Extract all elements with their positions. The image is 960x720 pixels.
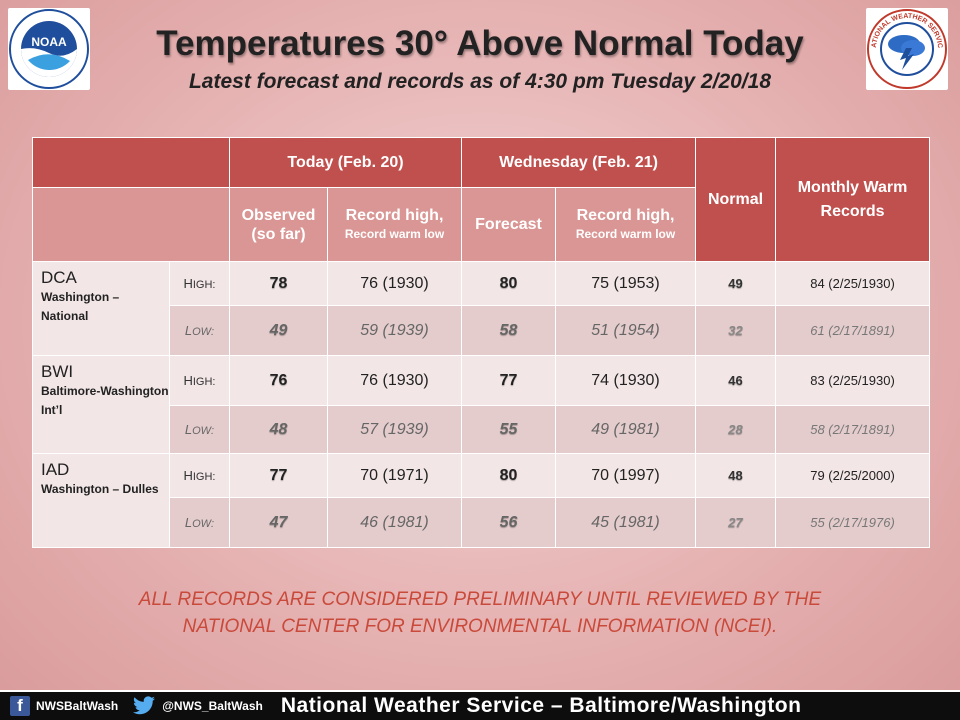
forecast-value: 58 [461, 305, 557, 356]
record-wednesday-value: 51 (1954) [555, 305, 697, 356]
normal-value: 48 [695, 453, 777, 498]
site-code: DCA [41, 268, 77, 287]
table-row: IAD Washington – Dulles HIGH: 77 70 (197… [32, 453, 931, 548]
forecast-value: 80 [461, 261, 557, 306]
monthly-record-value: 55 (2/17/1976) [775, 497, 931, 548]
normal-value: 46 [695, 355, 777, 406]
header-row-sub: Observed (so far) Record high, Record wa… [32, 187, 930, 262]
forecast-value: 56 [461, 497, 557, 548]
preliminary-note: ALL RECORDS ARE CONSIDERED PRELIMINARY U… [80, 586, 880, 640]
record-today-value: 46 (1981) [326, 497, 463, 548]
monthly-record-value: 79 (2/25/2000) [775, 453, 931, 498]
row-label-low: LOW: [169, 497, 230, 548]
record-today-value: 70 (1971) [326, 453, 463, 498]
record-wednesday-value: 70 (1997) [555, 453, 697, 498]
twitter-icon[interactable] [132, 696, 156, 716]
row-label-high: HIGH: [169, 355, 230, 406]
table-row: DCA Washington – National HIGH: 78 76 (1… [32, 261, 931, 356]
subheader-record-warm-low-today: Record warm low [344, 226, 445, 241]
header-blank-cell [32, 137, 230, 188]
normal-value: 28 [695, 405, 777, 454]
table-row: LOW: 47 46 (1981) 56 45 (1981) 27 55 (2/… [33, 497, 931, 548]
record-wednesday-value: 49 (1981) [555, 405, 697, 454]
monthly-record-value: 84 (2/25/1930) [775, 261, 931, 306]
subheader-observed: Observed (so far) [229, 187, 328, 262]
subheader-record-today: Record high, Record warm low [326, 187, 463, 262]
page-title: Temperatures 30° Above Normal Today [156, 24, 804, 63]
preliminary-note-line-2: NATIONAL CENTER FOR ENVIRONMENTAL INFORM… [182, 616, 778, 637]
subheader-record-wednesday: Record high, Record warm low [555, 187, 697, 262]
record-wednesday-value: 45 (1981) [555, 497, 697, 548]
site-cell-iad: IAD Washington – Dulles [32, 453, 170, 548]
subheader-record-high-today: Record high, [345, 206, 444, 224]
nws-logo: NATIONAL WEATHER SERVICE [866, 8, 948, 90]
header-wednesday: Wednesday (Feb. 21) [461, 137, 697, 188]
forecast-value: 77 [461, 355, 557, 406]
footer-bar: f NWSBaltWash @NWS_BaltWash National Wea… [0, 690, 960, 720]
forecast-value: 80 [461, 453, 557, 498]
twitter-handle[interactable]: @NWS_BaltWash [162, 699, 263, 713]
monthly-record-value: 61 (2/17/1891) [775, 305, 931, 356]
site-cell-bwi: BWI Baltimore-Washington Int’l [32, 355, 170, 454]
forecast-value: 55 [461, 405, 557, 454]
noaa-logo-text: NOAA [31, 35, 67, 49]
observed-value: 48 [229, 405, 328, 454]
monthly-record-value: 83 (2/25/1930) [775, 355, 931, 406]
page-subtitle: Latest forecast and records as of 4:30 p… [188, 70, 772, 93]
noaa-logo: NOAA [8, 8, 90, 90]
normal-value: 32 [695, 305, 777, 356]
observed-value: 78 [229, 261, 328, 306]
subheader-record-high-wednesday: Record high, [576, 206, 675, 224]
record-today-value: 76 (1930) [326, 261, 463, 306]
row-label-high: HIGH: [169, 261, 230, 306]
records-table: Today (Feb. 20) Wednesday (Feb. 21) Norm… [32, 137, 931, 548]
normal-value: 49 [695, 261, 777, 306]
site-name: Washington – Dulles [41, 482, 159, 496]
site-code: IAD [41, 460, 70, 479]
header-monthly: Monthly Warm Records [775, 137, 931, 262]
preliminary-note-line-1: ALL RECORDS ARE CONSIDERED PRELIMINARY U… [138, 589, 822, 610]
header-today: Today (Feb. 20) [228, 137, 463, 188]
normal-value: 27 [695, 497, 777, 548]
record-wednesday-value: 74 (1930) [555, 355, 697, 406]
row-label-low: LOW: [169, 305, 230, 356]
monthly-record-value: 58 (2/17/1891) [775, 405, 931, 454]
record-today-value: 59 (1939) [326, 305, 463, 356]
facebook-handle[interactable]: NWSBaltWash [36, 699, 119, 713]
observed-value: 47 [229, 497, 328, 548]
site-cell-dca: DCA Washington – National [32, 261, 170, 356]
observed-value: 76 [229, 355, 328, 406]
facebook-icon[interactable]: f [10, 696, 30, 716]
record-wednesday-value: 75 (1953) [555, 261, 697, 306]
header-normal: Normal [695, 137, 777, 262]
record-today-value: 57 (1939) [326, 405, 463, 454]
subheader-forecast: Forecast [461, 187, 557, 262]
row-label-high: HIGH: [169, 453, 230, 498]
table-row: LOW: 49 59 (1939) 58 51 (1954) 32 61 (2/… [33, 305, 931, 356]
site-code: BWI [41, 362, 74, 381]
subheader-blank-cell [32, 187, 230, 262]
site-name: Baltimore-Washington Int’l [41, 384, 169, 417]
observed-value: 49 [229, 305, 328, 356]
subheader-record-warm-low-wednesday: Record warm low [575, 226, 676, 241]
footer-title: National Weather Service – Baltimore/Was… [280, 694, 802, 717]
header-row-groups: Today (Feb. 20) Wednesday (Feb. 21) Norm… [32, 137, 931, 262]
table-row: BWI Baltimore-Washington Int’l HIGH: 76 … [32, 355, 931, 454]
site-name: Washington – National [41, 290, 120, 323]
row-label-low: LOW: [169, 405, 230, 454]
record-today-value: 76 (1930) [326, 355, 463, 406]
observed-value: 77 [229, 453, 328, 498]
